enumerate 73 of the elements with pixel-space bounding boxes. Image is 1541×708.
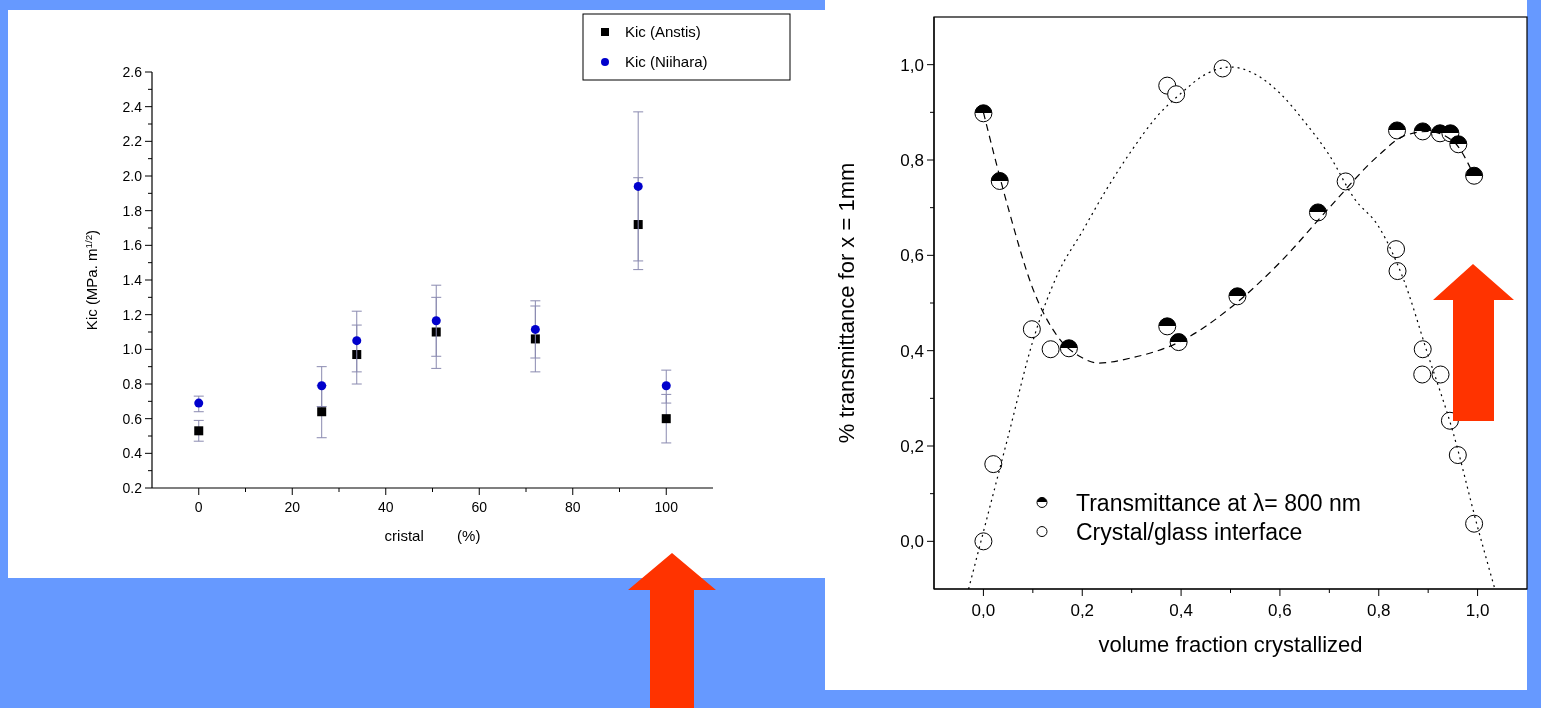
point [1158,317,1177,336]
point [1448,446,1467,465]
point [1388,262,1407,281]
point [530,324,540,334]
point [1308,203,1327,222]
point [1465,514,1484,533]
point [661,381,671,391]
legend-label: Kic (Niihara) [625,53,708,71]
point [1413,365,1432,384]
point [1059,339,1078,358]
point [1041,340,1060,359]
y-tick-label: 0,0 [900,532,924,552]
point [1169,333,1188,352]
point [1336,172,1355,191]
y-tick-label: 2.0 [122,167,143,184]
point [990,171,1009,190]
legend-label: Transmittance at λ= 800 nm [1076,489,1361,516]
point [1388,121,1407,140]
x-tick-label: 80 [564,499,581,515]
y-tick-label: 2.4 [122,98,143,115]
y-tick-label: 0.6 [122,410,143,427]
x-axis-title: cristal (%) [384,527,481,544]
x-tick-label: 40 [377,499,394,515]
point [431,316,441,326]
y-tick-label: 1.4 [122,271,143,288]
y-tick-label: 1.6 [122,237,143,254]
y-tick-label: 0.4 [122,445,143,462]
point [974,104,993,123]
y-tick-label: 0,4 [900,341,924,361]
x-tick-label: 20 [284,499,301,515]
point [1465,166,1484,185]
point [1413,122,1432,141]
point [661,414,671,424]
point [1167,85,1186,104]
y-tick-label: 0.8 [122,375,143,392]
legend-label: Kic (Anstis) [625,23,701,41]
y-tick-label: 0,6 [900,246,924,266]
point [1413,340,1432,359]
point [1387,240,1406,259]
x-tick-label: 0,2 [1070,601,1095,620]
x-tick-label: 100 [654,499,679,515]
legend-label: Crystal/glass interface [1076,518,1303,545]
y-tick-label: 1.2 [122,306,143,323]
x-tick-label: 60 [471,499,488,515]
point [1431,365,1450,384]
y-tick-label: 1.8 [122,202,143,219]
point [194,426,204,436]
x-axis-title: volume fraction crystallized [1098,632,1363,657]
point [1022,320,1041,339]
y-tick-label: 1,0 [900,55,924,75]
point [1449,135,1468,154]
y-tick-label: 0.2 [122,479,143,496]
y-tick-label: 0,2 [900,436,924,456]
y-tick-label: 2.6 [122,63,143,80]
y-tick-label: 2.2 [122,133,143,150]
point [984,455,1003,474]
point [633,181,643,191]
point [194,398,204,408]
point [1228,287,1247,306]
point [317,407,327,417]
x-tick-label: 0,8 [1366,601,1391,620]
y-tick-label: 0,8 [900,150,924,170]
y-axis-title: % transmittance for x = 1mm [834,162,859,444]
x-tick-label: 1,0 [1465,601,1490,620]
x-tick-label: 0,0 [971,601,996,620]
point [317,381,327,391]
x-tick-label: 0 [194,499,203,515]
y-tick-label: 1.0 [122,341,143,358]
x-tick-label: 0,6 [1268,601,1292,620]
point [974,532,993,551]
x-tick-label: 0,4 [1169,601,1193,620]
point [352,336,362,346]
point [1213,59,1232,78]
